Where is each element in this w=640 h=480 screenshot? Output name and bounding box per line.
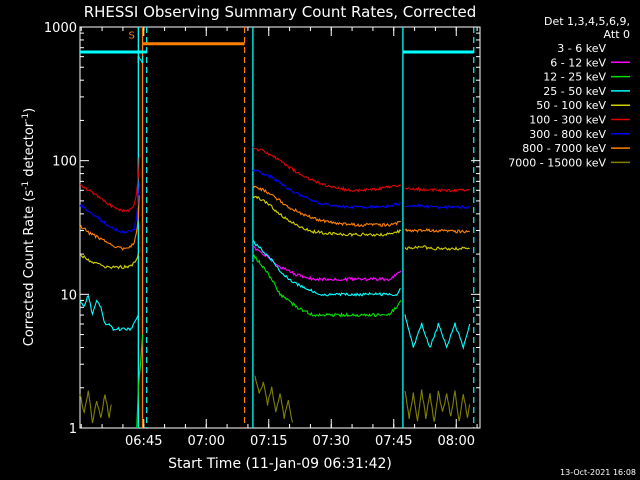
series-line [252, 168, 402, 210]
legend-entry-label: 3 - 6 keV [557, 42, 606, 55]
y-label-sup-2: -1 [21, 113, 31, 122]
y-axis-label: Corrected Count Rate (s-1 detector-1) [21, 108, 37, 346]
legend-entry-label: 50 - 100 keV [536, 99, 606, 112]
series-line [252, 185, 401, 228]
series-line [252, 240, 401, 297]
chart-title: RHESSI Observing Summary Count Rates, Co… [84, 3, 477, 21]
y-label-part-1: Corrected Count Rate (s [22, 190, 37, 347]
legend-entry-label: 12 - 25 keV [543, 71, 606, 84]
series-line [252, 245, 402, 282]
y-label-part-2: detector [22, 121, 37, 181]
series-line [136, 334, 144, 429]
series-line [252, 253, 402, 318]
y-label-sup-1: -1 [21, 181, 31, 190]
legend-header-detectors: Det 1,3,4,5,6,9, [544, 15, 630, 28]
series-line [79, 294, 139, 332]
y-tick-label: 1 [69, 422, 77, 437]
series-line [404, 389, 471, 422]
series-800-7000keV [79, 185, 470, 251]
series-12-25keV [136, 253, 402, 429]
legend-entry-label: 100 - 300 keV [529, 114, 606, 127]
series-line [252, 261, 402, 322]
series-line [404, 314, 471, 350]
series-300-800keV [79, 168, 470, 235]
series-25-50keV [79, 240, 471, 350]
x-axis-label: Start Time (11-Jan-09 06:31:42) [168, 456, 392, 472]
legend-header-attenuator: Att 0 [604, 28, 630, 41]
legend-entry-label: 25 - 50 keV [543, 85, 606, 98]
series-line [404, 186, 470, 193]
x-tick-label: 07:00 [188, 434, 225, 449]
x-tick-label: 07:15 [250, 434, 287, 449]
series-3-6keV [252, 261, 402, 322]
legend-entry-label: 7000 - 15000 keV [508, 156, 606, 169]
series-line [252, 195, 402, 238]
x-tick-label: 07:30 [313, 434, 350, 449]
series-6-12keV [252, 245, 402, 282]
legend-entry-label: 6 - 12 keV [550, 56, 606, 69]
series-line [404, 245, 470, 251]
event-markers [137, 27, 475, 428]
series-100-300keV [79, 146, 470, 213]
series-group [79, 146, 471, 429]
y-tick-label: 10 [60, 288, 77, 303]
legend-entry-label: 800 - 7000 keV [522, 142, 606, 155]
series-line [79, 157, 140, 213]
series-line [79, 253, 139, 270]
series-line [79, 390, 112, 424]
flag-label: S [129, 31, 135, 42]
series-line [252, 146, 402, 193]
y-label-part-3: ) [22, 108, 37, 113]
footer-date: 13-Oct-2021 16:08 [560, 468, 636, 477]
legend-entry-label: 300 - 800 keV [529, 128, 606, 141]
flag-label: N [137, 55, 144, 66]
x-tick-label: 06:45 [125, 434, 162, 449]
series-line [404, 228, 470, 234]
series-line [79, 181, 140, 235]
axes: 1 10 100 1000 06:45 07:00 07:15 07:30 07:45 08:00 [44, 21, 480, 449]
flag-bars: SN [80, 31, 474, 66]
series-line [79, 195, 140, 251]
x-tick-label: 07:45 [375, 434, 412, 449]
y-tick-label: 100 [52, 155, 77, 170]
series-7000-15000keV [79, 375, 471, 424]
series-line [404, 203, 470, 210]
y-tick-label: 1000 [44, 21, 77, 36]
x-tick-label: 08:00 [438, 434, 475, 449]
series-line [254, 375, 294, 423]
series-50-100keV [79, 195, 470, 270]
